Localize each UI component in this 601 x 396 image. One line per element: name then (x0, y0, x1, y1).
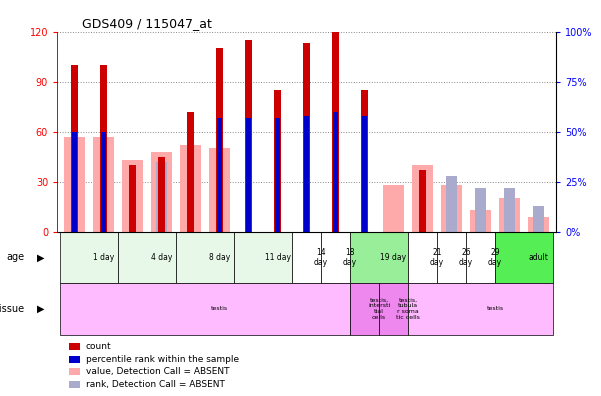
Bar (93, 137, 114, 232)
Bar (100, 65, 107, 232)
Bar (408, 283, 553, 335)
Bar (441, 185, 462, 232)
Bar (304, 116, 309, 232)
Bar (60, 283, 350, 335)
Bar (499, 198, 520, 232)
Text: 21
day: 21 day (430, 248, 444, 267)
Bar (332, 32, 339, 232)
Text: 1 day: 1 day (93, 253, 114, 262)
Bar (528, 217, 549, 232)
Bar (275, 118, 280, 232)
Text: count: count (86, 342, 112, 351)
Text: 18
day: 18 day (343, 248, 357, 267)
Text: testis,
intersti
tial
cells: testis, intersti tial cells (368, 298, 390, 320)
Bar (534, 206, 543, 232)
Text: ▶: ▶ (37, 252, 44, 263)
Text: testis: testis (211, 307, 228, 311)
Bar (156, 162, 166, 232)
Text: tissue: tissue (0, 304, 25, 314)
Bar (379, 283, 408, 335)
Bar (466, 232, 495, 283)
Bar (188, 112, 194, 232)
Bar (209, 148, 230, 232)
Bar (246, 118, 251, 232)
Text: adult: adult (529, 253, 549, 262)
Bar (151, 152, 172, 232)
Bar (304, 43, 310, 232)
Bar (292, 232, 321, 283)
Text: rank, Detection Call = ABSENT: rank, Detection Call = ABSENT (86, 380, 225, 389)
Text: ▶: ▶ (37, 304, 44, 314)
Bar (118, 232, 176, 283)
Bar (274, 90, 281, 232)
Bar (408, 232, 437, 283)
Bar (123, 160, 142, 232)
Bar (101, 131, 106, 232)
Text: 29
day: 29 day (488, 248, 502, 267)
Bar (60, 232, 118, 283)
Bar (362, 116, 367, 232)
Bar (504, 188, 514, 232)
Text: percentile rank within the sample: percentile rank within the sample (86, 355, 239, 364)
Bar (437, 232, 466, 283)
Text: 14
day: 14 day (314, 248, 328, 267)
Bar (72, 65, 78, 232)
Bar (321, 232, 350, 283)
Bar (64, 137, 85, 232)
Bar (245, 40, 252, 232)
Bar (333, 112, 338, 232)
Bar (180, 145, 201, 232)
Text: 4 day: 4 day (151, 253, 172, 262)
Bar (471, 210, 490, 232)
Bar (419, 170, 426, 232)
Text: 11 day: 11 day (264, 253, 290, 262)
Text: value, Detection Call = ABSENT: value, Detection Call = ABSENT (86, 367, 230, 376)
Bar (158, 157, 165, 232)
Text: 19 day: 19 day (380, 253, 407, 262)
Text: testis,
tubula
r soma
tic cells: testis, tubula r soma tic cells (396, 298, 420, 320)
Text: testis: testis (486, 307, 504, 311)
Bar (216, 48, 223, 232)
Bar (475, 188, 486, 232)
Bar (361, 90, 368, 232)
Bar (234, 232, 292, 283)
Bar (350, 232, 408, 283)
Bar (447, 176, 457, 232)
Bar (412, 165, 433, 232)
Bar (176, 232, 234, 283)
Text: 8 day: 8 day (209, 253, 230, 262)
Text: age: age (7, 252, 25, 263)
Bar (350, 283, 379, 335)
Bar (383, 185, 404, 232)
Text: 26
day: 26 day (459, 248, 473, 267)
Bar (217, 118, 222, 232)
Bar (129, 165, 136, 232)
Bar (72, 131, 77, 232)
Text: GDS409 / 115047_at: GDS409 / 115047_at (82, 17, 212, 30)
Bar (495, 232, 553, 283)
